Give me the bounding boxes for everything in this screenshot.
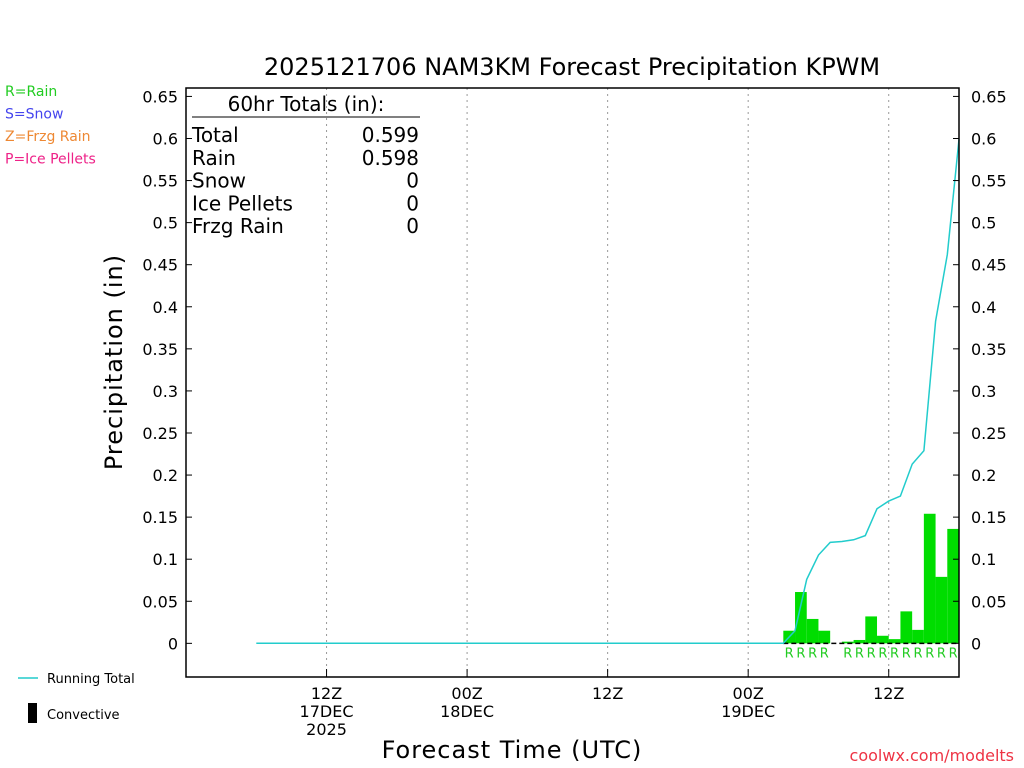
- y-tick-label-right: 0.3: [971, 382, 996, 401]
- plot-frame: [185, 87, 960, 678]
- x-tick-label: 18DEC: [440, 702, 494, 721]
- precip-bar: [865, 616, 878, 644]
- ptype-label: R: [925, 646, 934, 661]
- ptype-label: R: [820, 646, 829, 661]
- x-tick-label: 17DEC: [300, 702, 354, 721]
- ptype-label: R: [913, 646, 922, 661]
- y-tick-label-left: 0.3: [153, 382, 178, 401]
- y-tick-label-right: 0.5: [971, 214, 996, 233]
- y-tick-label-right: 0.55: [971, 172, 1007, 191]
- x-axis-label: Forecast Time (UTC): [382, 736, 643, 764]
- y-tick-label-left: 0.45: [142, 256, 178, 275]
- ptype-legend: R=Rain S=Snow Z=Frzg Rain P=Ice Pellets: [5, 84, 96, 168]
- y-tick-label-left: 0.2: [153, 466, 178, 485]
- totals-value: 0: [406, 191, 419, 215]
- precip-bar: [947, 528, 959, 644]
- precip-bar: [806, 618, 819, 644]
- ptype-legend-item: R=Rain: [5, 84, 57, 100]
- precip-bar: [923, 513, 936, 644]
- totals-label: Rain: [192, 146, 236, 170]
- y-tick-label-left: 0.5: [153, 214, 178, 233]
- y-tick-label-right: 0.65: [971, 87, 1007, 106]
- ptype-label: R: [796, 646, 805, 661]
- y-tick-label-left: 0.4: [153, 298, 178, 317]
- x-tick-label: 12Z: [873, 684, 904, 703]
- chart-title: 2025121706 NAM3KM Forecast Precipitation…: [264, 53, 880, 81]
- credit-text: coolwx.com/modelts: [850, 746, 1014, 765]
- ptype-label: R: [843, 646, 852, 661]
- totals-value: 0: [406, 214, 419, 238]
- running-total-line: [256, 139, 960, 645]
- ptype-label: R: [785, 646, 794, 661]
- y-tick-label-right: 0.2: [971, 466, 996, 485]
- totals-label: Total: [191, 123, 239, 147]
- totals-box: 60hr Totals (in): Total 0.599 Rain 0.598 Sno…: [191, 92, 420, 238]
- convective-swatch: [28, 703, 37, 723]
- totals-label: Frzg Rain: [192, 214, 284, 238]
- x-tick-label: 12Z: [311, 684, 342, 703]
- y-tick-label-left: 0.6: [153, 129, 178, 148]
- running-total-legend-label: Running Total: [47, 672, 135, 687]
- y-tick-label-right: 0.35: [971, 340, 1007, 359]
- x-tick-label: 19DEC: [721, 702, 775, 721]
- ptype-label: R: [949, 646, 958, 661]
- y-tick-label-right: 0.15: [971, 508, 1007, 527]
- precip-bar: [795, 592, 807, 644]
- ptype-label: R: [890, 646, 899, 661]
- y-tick-label-right: 0.6: [971, 129, 996, 148]
- y-tick-label-right: 0.25: [971, 424, 1007, 443]
- x-tick-label: 00Z: [451, 684, 482, 703]
- ptype-legend-item: Z=Frzg Rain: [5, 129, 91, 145]
- y-tick-label-left: 0.15: [142, 508, 178, 527]
- precip-bar: [935, 576, 948, 644]
- precip-bar: [877, 635, 889, 644]
- y-tick-label-left: 0.35: [142, 340, 178, 359]
- totals-value: 0: [406, 169, 419, 193]
- totals-value: 0.599: [362, 123, 419, 147]
- ptype-legend-item: P=Ice Pellets: [5, 152, 96, 168]
- ptype-legend-item: S=Snow: [5, 107, 63, 123]
- totals-label: Snow: [192, 169, 246, 193]
- y-tick-label-right: 0.4: [971, 298, 996, 317]
- x-tick-label: 00Z: [733, 684, 764, 703]
- y-tick-label-left: 0.55: [142, 172, 178, 191]
- y-tick-label-left: 0.1: [153, 550, 178, 569]
- totals-rows: Total 0.599 Rain 0.598 Snow 0 Ice Pellets 0 Frzg…: [191, 123, 419, 238]
- ptype-label: R: [878, 646, 887, 661]
- x-tick-label: 12Z: [592, 684, 623, 703]
- bottom-legend: Running Total Convective: [18, 672, 135, 723]
- y-tick-label-right: 0.05: [971, 592, 1007, 611]
- y-axis-label: Precipitation (in): [100, 254, 128, 470]
- totals-label: Ice Pellets: [192, 191, 293, 215]
- y-tick-label-left: 0: [168, 634, 178, 653]
- ptype-label: R: [808, 646, 817, 661]
- gridlines: [326, 88, 890, 677]
- precip-bar: [912, 629, 924, 644]
- y-tick-label-right: 0.45: [971, 256, 1007, 275]
- y-tick-label-right: 0: [971, 634, 981, 653]
- convective-legend-label: Convective: [47, 708, 120, 723]
- ptype-label: R: [867, 646, 876, 661]
- precip-bar: [818, 630, 831, 644]
- y-tick-label-left: 0.65: [142, 87, 178, 106]
- ptype-label: R: [902, 646, 911, 661]
- precip-bars: [783, 513, 959, 644]
- y-tick-label-left: 0.25: [142, 424, 178, 443]
- y-tick-label-left: 0.05: [142, 592, 178, 611]
- y-axis-left: 0 0.05 0.1 0.15 0.2 0.25 0.3 0.35 0.4 0.45 0.5 0.55…: [142, 87, 192, 653]
- precip-bar: [841, 641, 854, 644]
- precip-bar: [853, 639, 866, 644]
- y-axis-right: 0 0.05 0.1 0.15 0.2 0.25 0.3 0.35 0.4 0.45 0.5 0.55…: [953, 87, 1007, 653]
- precip-bar: [888, 639, 901, 644]
- precip-bar: [900, 611, 913, 644]
- totals-header: 60hr Totals (in):: [228, 92, 385, 116]
- ptype-label: R: [937, 646, 946, 661]
- x-tick-label: 2025: [306, 720, 347, 739]
- ptype-label: R: [855, 646, 864, 661]
- totals-value: 0.598: [362, 146, 419, 170]
- y-tick-label-right: 0.1: [971, 550, 996, 569]
